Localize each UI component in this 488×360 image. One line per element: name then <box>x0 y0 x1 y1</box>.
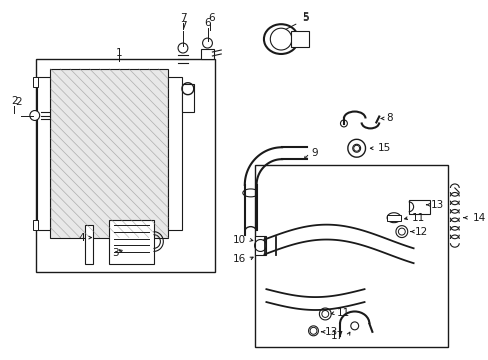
Circle shape <box>309 327 316 334</box>
Text: 7: 7 <box>179 21 186 31</box>
Text: 6: 6 <box>204 18 210 28</box>
Text: 5: 5 <box>302 12 308 22</box>
Text: 10: 10 <box>232 234 245 244</box>
Text: 13: 13 <box>325 327 338 337</box>
Bar <box>182 84 193 112</box>
Text: 5: 5 <box>302 13 308 23</box>
Text: 7: 7 <box>179 13 186 23</box>
Text: 6: 6 <box>208 13 214 23</box>
Text: 1: 1 <box>116 48 122 58</box>
Bar <box>290 31 308 47</box>
Text: 2: 2 <box>16 96 22 107</box>
Text: 4: 4 <box>79 233 85 243</box>
Text: 12: 12 <box>414 226 427 237</box>
Text: 16: 16 <box>232 255 245 264</box>
Bar <box>37 77 50 230</box>
Bar <box>33 77 38 87</box>
Bar <box>168 77 182 230</box>
Text: 15: 15 <box>378 143 391 153</box>
Bar <box>33 220 38 230</box>
Text: 11: 11 <box>411 213 424 223</box>
Bar <box>36 59 215 272</box>
Text: 2: 2 <box>11 96 18 105</box>
Circle shape <box>340 120 346 127</box>
Bar <box>109 220 153 264</box>
Bar <box>254 165 447 347</box>
Text: 11: 11 <box>336 308 349 318</box>
Text: 14: 14 <box>471 213 485 223</box>
Circle shape <box>30 111 40 121</box>
Circle shape <box>202 38 212 48</box>
Bar <box>50 69 168 238</box>
Circle shape <box>321 310 328 318</box>
Circle shape <box>178 43 187 53</box>
Bar <box>408 200 429 214</box>
Bar <box>386 215 400 221</box>
Text: 3: 3 <box>112 248 118 258</box>
Circle shape <box>398 228 405 235</box>
Bar <box>200 49 214 59</box>
Text: 17: 17 <box>330 331 343 341</box>
Circle shape <box>350 322 358 330</box>
Text: 13: 13 <box>430 200 444 210</box>
Circle shape <box>353 145 359 151</box>
Bar <box>84 225 93 264</box>
Text: 9: 9 <box>311 148 318 158</box>
Bar <box>254 235 266 255</box>
Text: 8: 8 <box>386 113 392 123</box>
